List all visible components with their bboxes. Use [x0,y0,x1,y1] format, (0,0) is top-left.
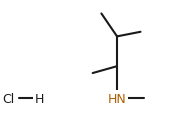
Text: Cl: Cl [2,92,14,105]
Text: HN: HN [108,92,126,105]
Text: H: H [35,92,44,105]
